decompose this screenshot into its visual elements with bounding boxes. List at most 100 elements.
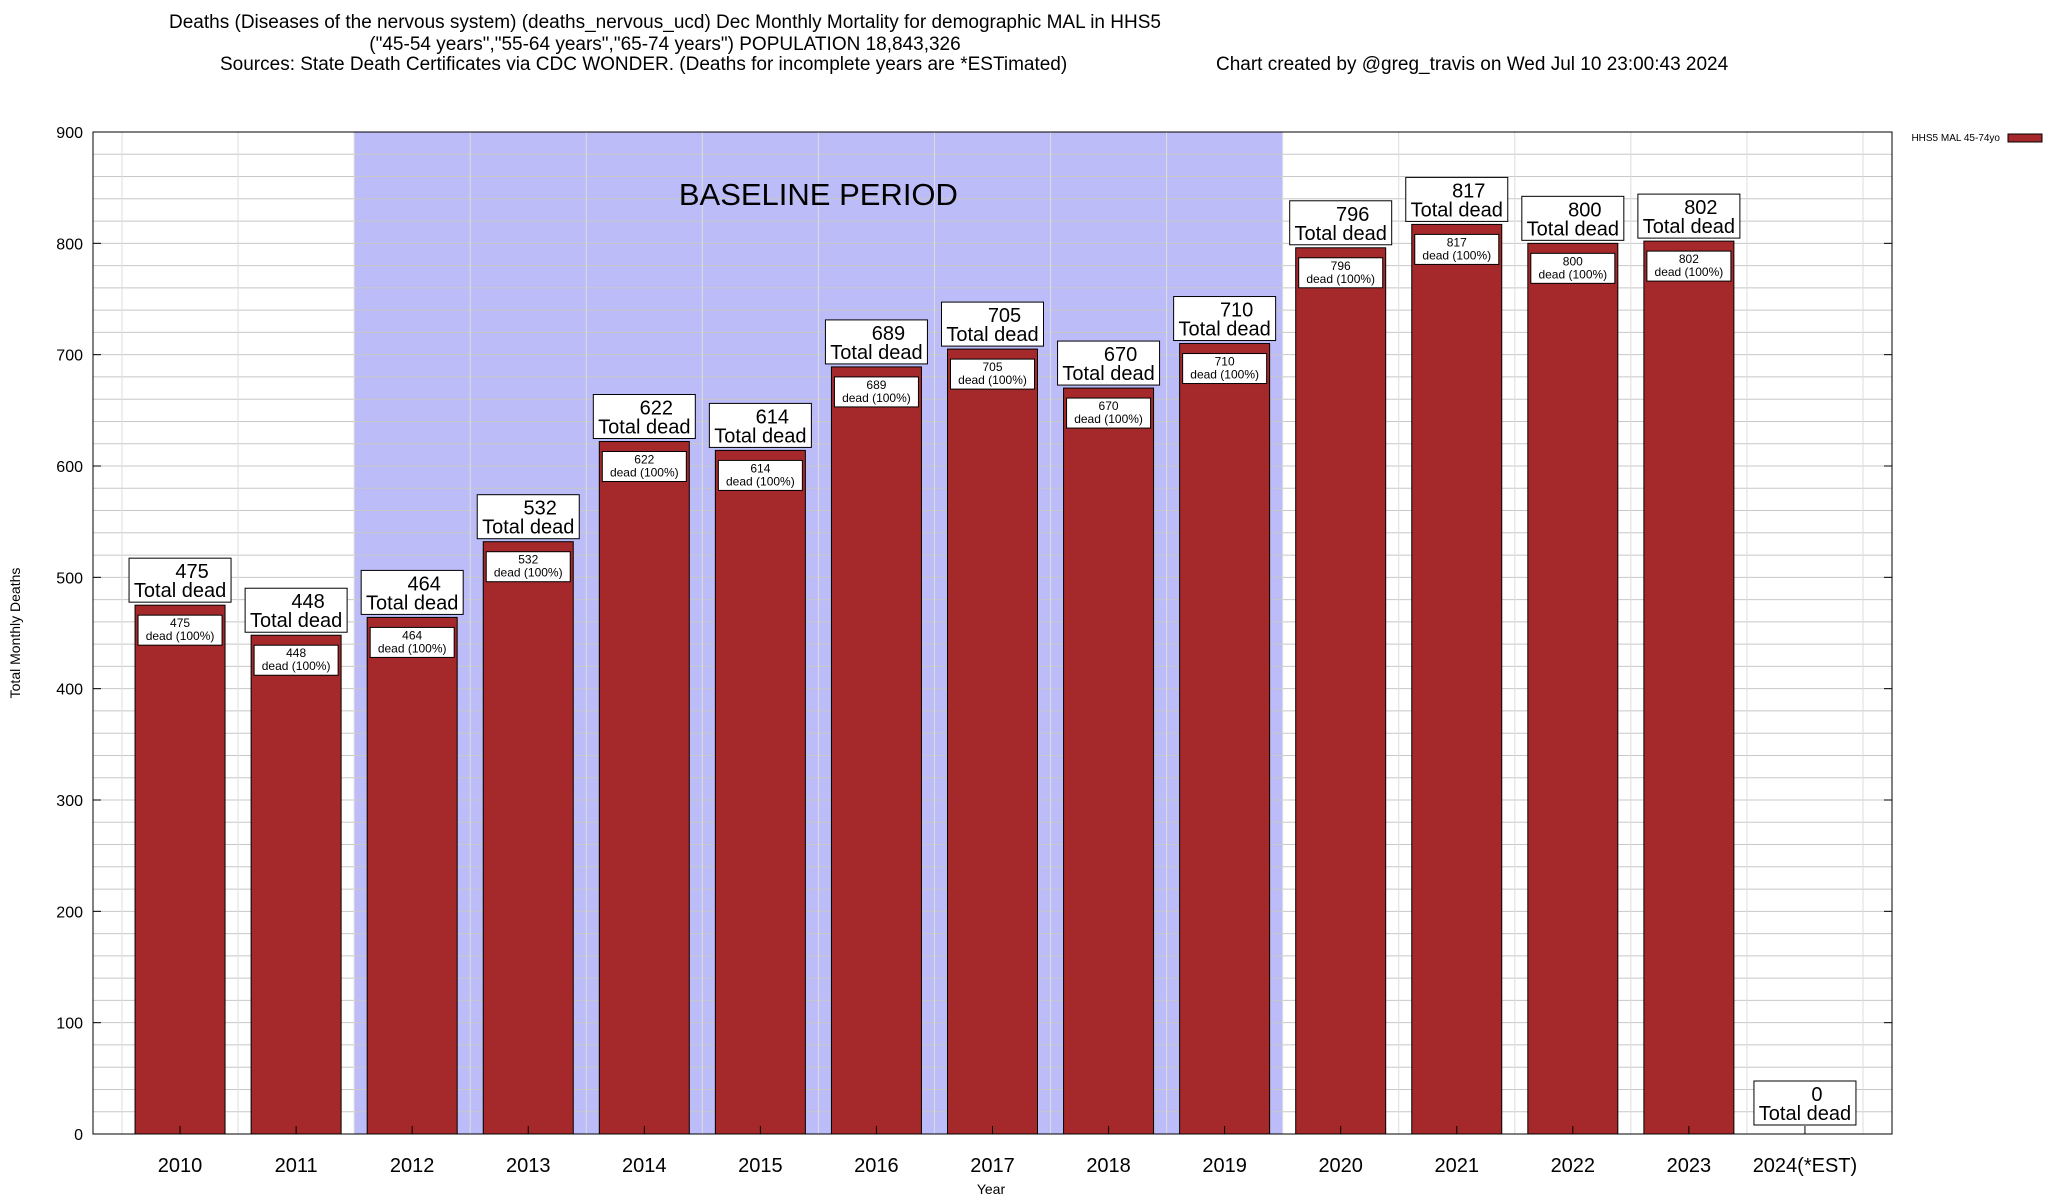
bar-value-label: 622: [640, 398, 673, 420]
bar-total-label: Total dead: [946, 324, 1038, 346]
outer-label-box: [128, 557, 232, 603]
bar-total-label: Total dead: [250, 610, 342, 632]
x-tick-label: 2017: [970, 1155, 1015, 1177]
inner-percent-label: dead (100%): [146, 629, 215, 643]
outer-label-box: [1289, 200, 1393, 246]
bar-value-label: 796: [1336, 204, 1369, 226]
bar-2014: [598, 441, 690, 1135]
inner-percent-label: dead (100%): [1306, 272, 1375, 286]
chart-title-line2: ("45-54 years","55-64 years","65-74 year…: [369, 34, 961, 55]
outer-label-box: [1173, 296, 1277, 342]
inner-percent-label: dead (100%): [494, 566, 563, 580]
inner-label-box: [1414, 233, 1500, 265]
bar-2012: [366, 616, 458, 1135]
inner-percent-label: dead (100%): [1655, 265, 1724, 279]
bar-2015: [714, 449, 806, 1135]
bar-total-label: Total dead: [482, 517, 574, 539]
inner-percent-label: dead (100%): [1422, 248, 1491, 262]
inner-value-label: 800: [1563, 254, 1583, 268]
bar-value-label: 710: [1220, 300, 1253, 322]
inner-value-label: 464: [402, 628, 422, 642]
chart-sources: Sources: State Death Certificates via CD…: [220, 54, 1068, 75]
y-tick-label: 0: [74, 1127, 83, 1144]
inner-percent-label: dead (100%): [610, 466, 679, 480]
bar-total-label: Total dead: [830, 342, 922, 364]
x-tick-label: 2019: [1202, 1155, 1247, 1177]
y-tick-label: 200: [56, 904, 83, 921]
bar-2017: [947, 348, 1038, 1135]
bar-total-label: Total dead: [598, 417, 690, 439]
bar-2021: [1411, 223, 1503, 1135]
x-tick-label: 2024(*EST): [1753, 1155, 1858, 1177]
outer-label-box: [1521, 195, 1625, 241]
inner-label-box: [1530, 252, 1616, 284]
outer-label-box: [244, 587, 348, 633]
outer-label-box: [360, 569, 464, 615]
x-tick-label: 2016: [854, 1155, 899, 1177]
bar-total-label: Total dead: [1295, 223, 1387, 245]
y-tick-label: 400: [56, 682, 83, 699]
inner-label-box: [1182, 353, 1268, 385]
bar-value-label: 448: [291, 591, 324, 613]
x-tick-label: 2020: [1318, 1155, 1363, 1177]
bar-total-label: Total dead: [1527, 218, 1619, 240]
y-axis-label: Total Monthly Deaths: [7, 568, 23, 699]
inner-label-box: [717, 459, 803, 491]
inner-label-box: [601, 451, 687, 483]
bar-value-label: 614: [756, 406, 789, 428]
x-tick-label: 2011: [275, 1155, 318, 1177]
legend-label: HHS5 MAL 45-74yo: [1911, 133, 2000, 144]
x-tick-label: 2022: [1551, 1155, 1596, 1177]
bar-total-label: Total dead: [1062, 363, 1154, 385]
inner-value-label: 689: [866, 378, 886, 392]
y-tick-label: 500: [56, 570, 83, 587]
bar-value-label: 464: [407, 573, 440, 595]
bar-value-label: 532: [524, 498, 557, 520]
outer-label-box: [824, 319, 928, 365]
inner-label-box: [1298, 257, 1384, 289]
x-tick-label: 2015: [738, 1155, 783, 1177]
outer-label-box: [1405, 176, 1509, 222]
bar-total-label: Total dead: [134, 580, 226, 602]
bar-total-label: Total dead: [1411, 199, 1503, 221]
inner-percent-label: dead (100%): [842, 391, 911, 405]
bar-value-label: 800: [1568, 199, 1601, 221]
inner-label-box: [1066, 397, 1152, 429]
inner-percent-label: dead (100%): [1074, 412, 1143, 426]
inner-percent-label: dead (100%): [1190, 368, 1259, 382]
bar-total-label: Total dead: [366, 592, 458, 614]
inner-percent-label: dead (100%): [262, 659, 331, 673]
inner-percent-label: dead (100%): [726, 474, 795, 488]
inner-label-box: [950, 358, 1035, 390]
inner-value-label: 448: [286, 646, 306, 660]
y-tick-label: 300: [56, 793, 83, 810]
y-tick-label: 700: [56, 348, 83, 365]
chart-title-line1: Deaths (Diseases of the nervous system) …: [169, 12, 1161, 33]
bar-value-label: 705: [988, 305, 1021, 327]
outer-label-box: [476, 494, 580, 540]
bar-total-label: Total dead: [714, 425, 806, 447]
bar-value-label: 670: [1104, 344, 1137, 366]
bar-2022: [1527, 242, 1619, 1135]
outer-label-box: [592, 394, 696, 440]
bar-2019: [1179, 343, 1271, 1135]
bar-2020: [1295, 247, 1387, 1135]
inner-percent-label: dead (100%): [958, 373, 1027, 387]
y-tick-label: 100: [56, 1016, 83, 1033]
bar-value-label: 817: [1452, 180, 1485, 202]
inner-value-label: 532: [518, 553, 538, 567]
outer-label-box: [708, 402, 812, 448]
outer-label-box: [941, 301, 1044, 347]
y-tick-label: 900: [56, 125, 83, 142]
bar-total-label: Total dead: [1178, 319, 1270, 341]
outer-label-box: [1637, 193, 1741, 239]
inner-value-label: 475: [170, 616, 190, 630]
bar-2016: [830, 366, 922, 1135]
outer-label-box: [1057, 340, 1161, 386]
bar-value-label: 0: [1811, 1084, 1822, 1106]
x-tick-label: 2010: [158, 1155, 203, 1177]
inner-label-box: [137, 614, 223, 646]
bar-2010: [134, 604, 226, 1135]
inner-value-label: 622: [634, 453, 654, 467]
